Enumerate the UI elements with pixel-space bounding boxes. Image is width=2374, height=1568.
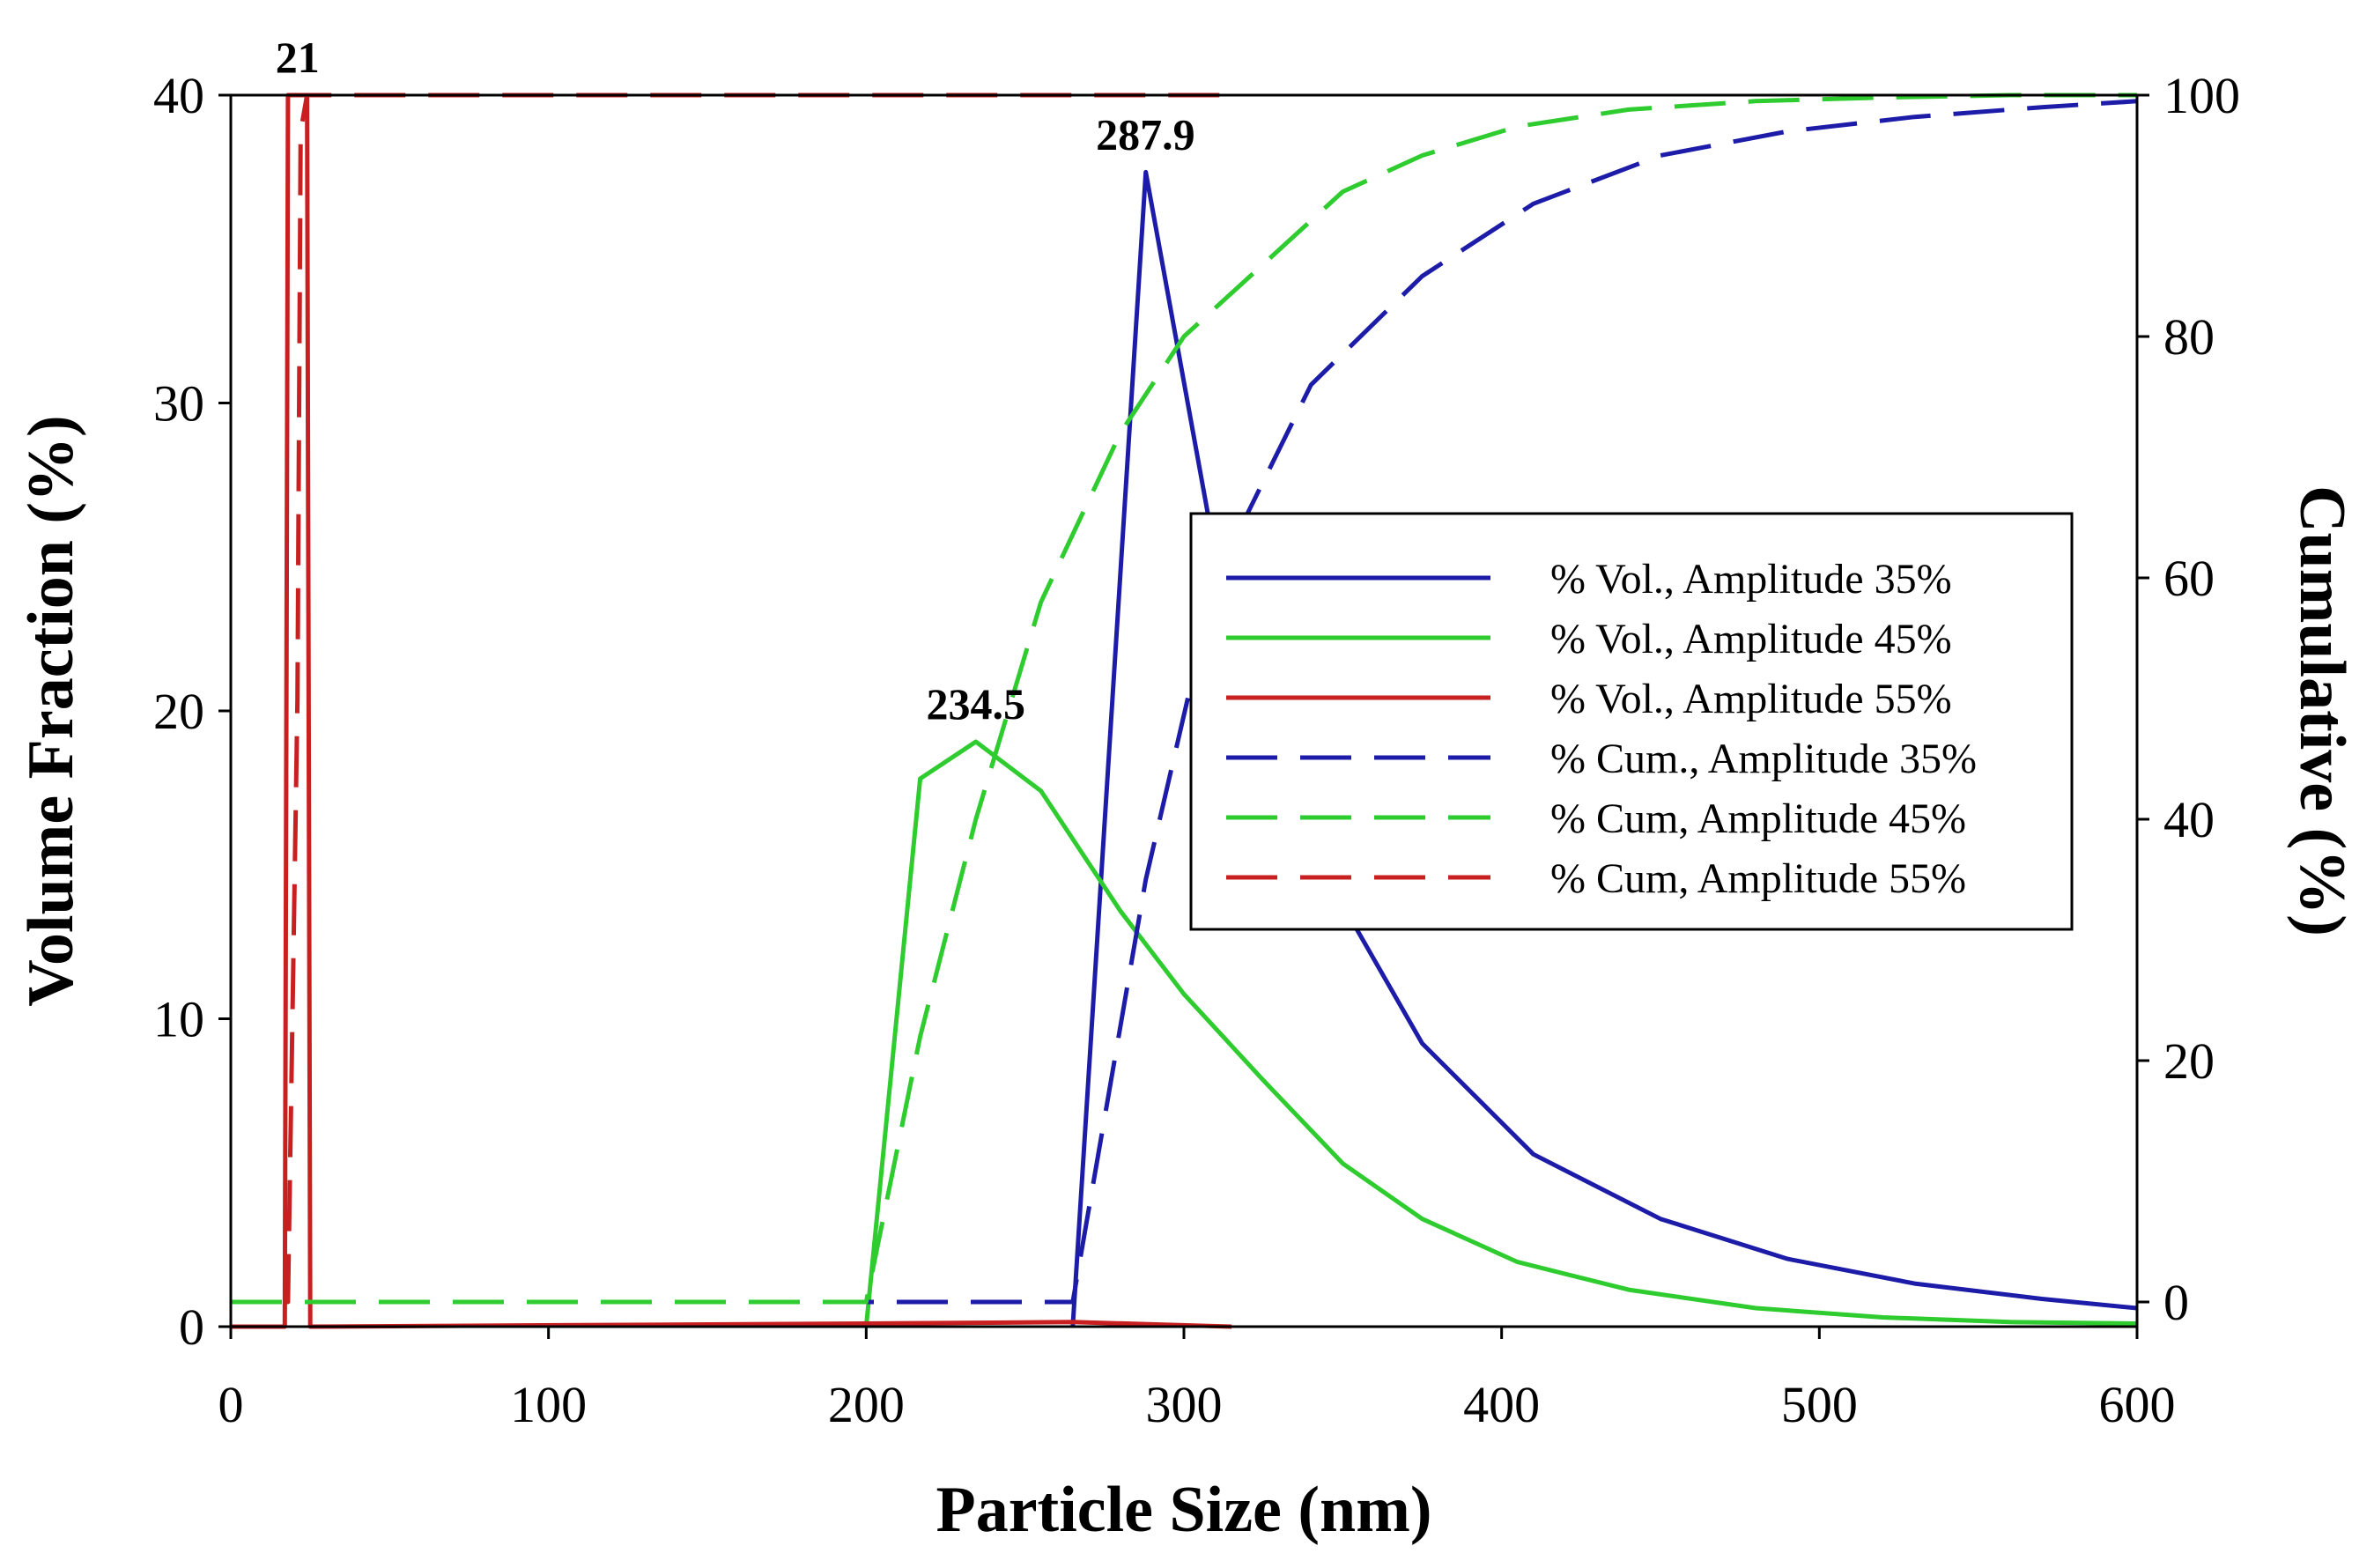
peak-annotation: 234.5 — [927, 679, 1026, 729]
annotations-layer: 21 287.9 234.5 — [276, 33, 1195, 729]
x-tick-label: 100 — [510, 1376, 587, 1433]
y-tick-label: 30 — [153, 375, 204, 433]
y2-tick-label: 0 — [2163, 1274, 2189, 1331]
peak-annotation: 287.9 — [1096, 109, 1195, 159]
legend: % Vol., Amplitude 35% % Vol., Amplitude 4… — [1189, 512, 2074, 931]
y-tick-label: 10 — [153, 991, 204, 1048]
y2-tick-label: 20 — [2163, 1032, 2215, 1090]
x-tick-label: 0 — [218, 1376, 244, 1433]
series-line-1 — [1070, 169, 2138, 1328]
legend-label: % Cum, Amplitude 55% — [1550, 855, 1966, 902]
series-line-4 — [231, 99, 2138, 1305]
series-line-2 — [863, 739, 2138, 1328]
y-axis-title: Volume Fraction (%) — [15, 415, 87, 1006]
x-tick-label: 300 — [1146, 1376, 1223, 1433]
x-axis-title: Particle Size (nm) — [936, 1474, 1432, 1546]
series-line-6 — [285, 92, 1232, 1305]
y2-tick-label: 60 — [2163, 550, 2215, 607]
x-tick-label: 500 — [1781, 1376, 1858, 1433]
y2-axis-title: Cumulative (%) — [2286, 485, 2358, 936]
y2-tick-label: 100 — [2163, 67, 2240, 124]
series-line-3 — [231, 92, 1232, 1329]
x-tick-label: 600 — [2099, 1376, 2176, 1433]
x-tick-label: 400 — [1463, 1376, 1540, 1433]
y2-tick-label: 80 — [2163, 308, 2215, 366]
y-tick-label: 40 — [153, 67, 204, 124]
legend-items: % Vol., Amplitude 35% % Vol., Amplitude 4… — [1226, 556, 1977, 902]
legend-label: % Vol., Amplitude 45% — [1550, 616, 1952, 662]
legend-label: % Cum, Amplitude 45% — [1550, 795, 1966, 842]
x-tick-label: 200 — [828, 1376, 905, 1433]
y-tick-label: 20 — [153, 683, 204, 740]
peak-annotation: 21 — [276, 33, 320, 82]
legend-label: % Cum., Amplitude 35% — [1550, 736, 1977, 782]
legend-box — [1189, 512, 2074, 931]
y2-tick-label: 40 — [2163, 791, 2215, 848]
legend-label: % Vol., Amplitude 35% — [1550, 556, 1952, 603]
y-tick-label: 0 — [179, 1298, 204, 1356]
legend-label: % Vol., Amplitude 55% — [1550, 676, 1952, 722]
series-line-5 — [231, 92, 2137, 1305]
